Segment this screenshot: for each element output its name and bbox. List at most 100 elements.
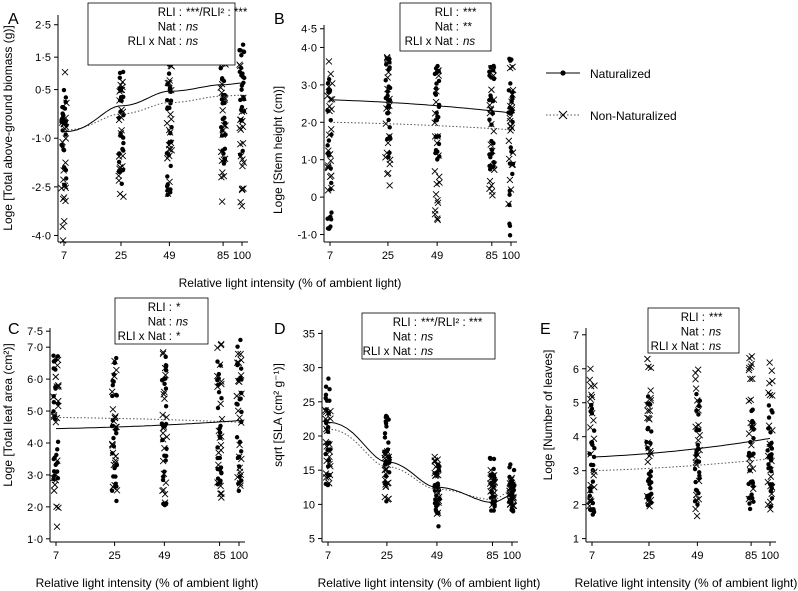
scatter-point-naturalized [766, 403, 772, 408]
x-tick-label: 85 [217, 250, 229, 262]
scatter-point-naturalized [215, 405, 221, 411]
scatter-point-non-naturalized [116, 164, 124, 171]
scatter-point-non-naturalized [235, 378, 243, 386]
scatter-point-naturalized [215, 455, 220, 461]
scatter-point-non-naturalized [324, 163, 332, 171]
scatter-point-non-naturalized [647, 387, 655, 394]
scatter-point-non-naturalized [327, 125, 335, 133]
scatter-point-naturalized [491, 456, 497, 462]
scatter-point-naturalized [61, 147, 66, 152]
scatter-point-non-naturalized [647, 364, 655, 372]
scatter-point-naturalized [647, 481, 652, 487]
scatter-point-non-naturalized [167, 86, 175, 94]
panel-d: D 35 30 25 20 15 10 57 25 49 85 100 sqrt [SLA (cm² g… [271, 312, 521, 562]
scatter-point-naturalized [433, 507, 439, 512]
scatter-point-naturalized [218, 65, 223, 71]
scatter-point-non-naturalized [160, 470, 168, 478]
scatter-point-non-naturalized [119, 83, 126, 91]
scatter-point-non-naturalized [590, 435, 598, 442]
scatter-point-naturalized [592, 446, 597, 451]
scatter-point-naturalized [435, 63, 440, 69]
scatter-point-non-naturalized [490, 166, 498, 174]
scatter-point-non-naturalized [506, 102, 514, 110]
scatter-point-non-naturalized [766, 379, 773, 387]
scatter-point-non-naturalized [161, 444, 168, 452]
scatter-point-non-naturalized [431, 453, 439, 461]
scatter-point-non-naturalized [235, 453, 243, 461]
scatter-point-non-naturalized [161, 395, 168, 403]
stats-value: ns [186, 36, 198, 48]
scatter-point-non-naturalized [238, 202, 246, 210]
scatter-point-naturalized [166, 71, 172, 76]
scatter-point-non-naturalized [506, 114, 514, 122]
scatter-point-non-naturalized [644, 407, 652, 415]
scatter-point-non-naturalized [159, 349, 167, 356]
scatter-point-non-naturalized [233, 392, 241, 400]
scatter-point-non-naturalized [507, 122, 514, 130]
scatter-point-non-naturalized [217, 341, 225, 349]
scatter-point-naturalized [645, 394, 651, 399]
scatter-point-non-naturalized [488, 120, 495, 128]
scatter-point-naturalized [240, 71, 245, 76]
scatter-point-naturalized [215, 466, 220, 472]
stats-term: Nat : [393, 332, 417, 344]
scatter-point-non-naturalized [435, 173, 443, 181]
scatter-point-non-naturalized [60, 217, 68, 225]
scatter-point-non-naturalized [435, 499, 442, 506]
scatter-point-non-naturalized [233, 359, 241, 366]
stats-term: RLI : [681, 312, 705, 324]
scatter-point-naturalized [590, 479, 596, 484]
scatter-point-non-naturalized [696, 431, 704, 439]
scatter-point-non-naturalized [237, 419, 245, 426]
scatter-point-non-naturalized [385, 68, 392, 76]
scatter-point-naturalized [162, 381, 167, 387]
scatter-point-non-naturalized [58, 184, 65, 192]
scatter-point-non-naturalized [647, 394, 654, 402]
scatter-point-naturalized [325, 143, 330, 148]
y-tick-label: 25 [303, 397, 315, 409]
scatter-point-non-naturalized [644, 355, 651, 363]
scatter-point-naturalized [239, 53, 244, 58]
scatter-point-naturalized [110, 393, 115, 399]
stats-term: RLI x Nat : [128, 36, 182, 48]
stats-value: ns [186, 22, 198, 34]
scatter-point-non-naturalized [322, 425, 330, 433]
scatter-point-naturalized [219, 76, 225, 81]
stats-term: RLI : [393, 317, 417, 329]
xlabel-e: Relative light intensity (% of ambient l… [575, 576, 798, 590]
scatter-point-non-naturalized [214, 479, 221, 486]
scatter-point-naturalized [120, 146, 125, 152]
scatter-point-non-naturalized [221, 96, 229, 103]
scatter-point-non-naturalized [161, 490, 169, 498]
scatter-point-non-naturalized [764, 478, 772, 486]
scatter-point-non-naturalized [746, 466, 754, 474]
scatter-point-naturalized [329, 180, 334, 186]
scatter-point-non-naturalized [160, 425, 167, 432]
scatter-point-naturalized [326, 77, 332, 82]
scatter-point-naturalized [111, 379, 116, 384]
scatter-point-naturalized [384, 414, 390, 420]
scatter-point-naturalized [234, 435, 240, 440]
scatter-point-naturalized [218, 125, 224, 130]
scatter-point-naturalized [109, 488, 115, 493]
panel-b: B 4·5 4·0 3·0 2·0 1·0 0 -1·0 7 25 49 85 100 Loge [Ste… [271, 2, 520, 262]
stats-value: ns [176, 317, 188, 329]
scatter-point-naturalized [329, 210, 334, 215]
scatter-point-non-naturalized [433, 180, 441, 188]
y-tick-label: 4 [573, 432, 579, 444]
scatter-point-naturalized [508, 81, 513, 86]
scatter-point-non-naturalized [237, 62, 244, 70]
scatter-point-naturalized [695, 442, 701, 448]
scatter-point-non-naturalized [236, 464, 244, 472]
scatter-point-naturalized [219, 470, 224, 476]
scatter-point-non-naturalized [62, 114, 69, 122]
scatter-point-non-naturalized [386, 160, 394, 168]
scatter-point-naturalized [694, 391, 699, 397]
scatter-point-naturalized [51, 353, 56, 358]
scatter-point-non-naturalized [113, 486, 121, 494]
y-tick-label: 7 [573, 330, 579, 342]
scatter-point-non-naturalized [117, 86, 124, 94]
scatter-point-non-naturalized [52, 470, 60, 478]
scatter-point-non-naturalized [382, 120, 390, 128]
scatter-point-non-naturalized [692, 454, 700, 461]
